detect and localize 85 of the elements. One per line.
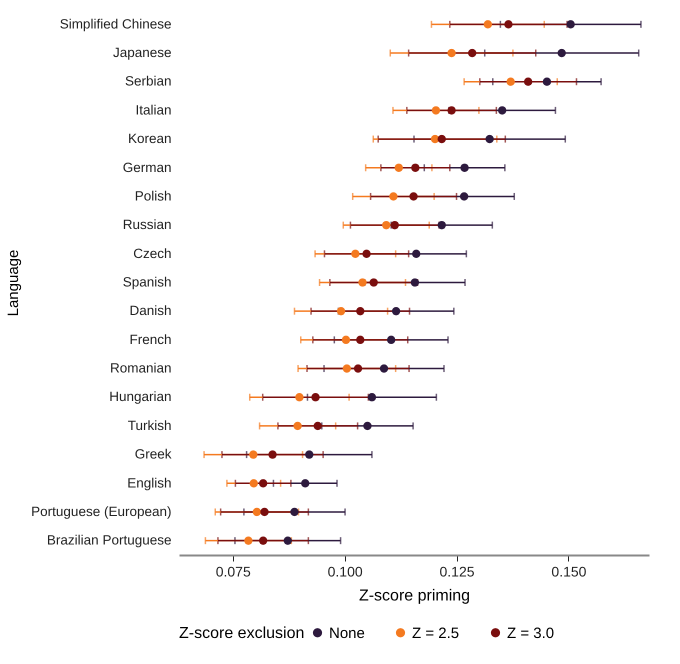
point — [314, 422, 322, 430]
point — [389, 192, 398, 201]
point — [380, 364, 388, 373]
point — [362, 250, 371, 258]
point — [290, 508, 299, 516]
y-tick-label: Italian — [135, 102, 172, 118]
point — [438, 220, 446, 230]
x-axis-title: Z-score priming — [358, 588, 470, 604]
point — [351, 250, 360, 258]
point — [363, 422, 372, 430]
point — [524, 78, 532, 86]
point — [252, 508, 262, 516]
legend-label: Z = 2.5 — [412, 624, 460, 642]
y-tick-label: Japanese — [112, 45, 172, 60]
legend-label: None — [329, 624, 365, 642]
point — [394, 164, 403, 172]
y-tick-label: Serbian — [124, 74, 172, 89]
point — [409, 192, 418, 201]
y-tick-label: Czech — [133, 246, 172, 261]
point — [260, 508, 269, 516]
point — [447, 48, 456, 58]
point — [342, 336, 350, 344]
point — [356, 336, 364, 344]
point — [370, 278, 378, 287]
point — [447, 106, 456, 115]
point — [284, 536, 292, 545]
point — [432, 106, 440, 115]
point — [460, 192, 468, 201]
point — [293, 422, 302, 430]
x-tick-label: 0.125 — [440, 564, 475, 580]
point — [244, 536, 253, 545]
y-tick-label: Portuguese (European) — [31, 504, 172, 519]
point — [311, 393, 320, 402]
point — [295, 393, 304, 402]
point — [504, 20, 513, 29]
y-tick-label: Russian — [122, 217, 172, 232]
point — [558, 48, 566, 58]
y-tick-label: Hungarian — [109, 389, 172, 404]
point — [249, 450, 258, 459]
point — [358, 278, 367, 287]
point — [412, 250, 420, 258]
y-tick-label: French — [129, 332, 172, 347]
y-tick-label: Brazilian Portuguese — [46, 532, 172, 548]
point — [356, 307, 364, 316]
point — [566, 20, 575, 29]
point — [268, 450, 277, 459]
y-tick-label: English — [127, 475, 172, 490]
point — [485, 134, 494, 144]
point — [498, 106, 506, 115]
point — [250, 479, 258, 488]
point — [258, 536, 268, 545]
point — [354, 364, 362, 373]
point — [468, 48, 476, 58]
y-tick-label: German — [122, 160, 172, 175]
y-tick-label: Spanish — [122, 274, 172, 290]
x-tick-label: 0.075 — [216, 564, 251, 580]
point — [438, 134, 446, 144]
point — [258, 479, 268, 488]
point — [484, 20, 492, 29]
x-tick-label: 0.150 — [551, 564, 587, 580]
point — [392, 307, 400, 316]
y-tick-label: Korean — [128, 131, 172, 146]
y-axis-title: Language — [5, 250, 22, 316]
point — [542, 78, 552, 86]
y-tick-label: Simplified Chinese — [60, 16, 172, 32]
point — [410, 278, 420, 287]
point — [382, 220, 390, 230]
point — [411, 164, 420, 172]
legend-label: Z = 3.0 — [507, 624, 554, 642]
y-tick-label: Greek — [134, 446, 172, 462]
point — [305, 450, 314, 459]
x-tick-label: 0.100 — [328, 564, 363, 580]
legend-title: Z-score exclusion — [179, 625, 304, 642]
y-tick-label: Danish — [129, 303, 172, 318]
point — [506, 78, 515, 86]
y-tick-label: Turkish — [128, 418, 172, 433]
y-tick-label: Polish — [134, 188, 172, 204]
point — [336, 307, 346, 316]
point — [386, 336, 396, 344]
point — [342, 364, 352, 373]
y-tick-label: Romanian — [110, 360, 172, 376]
point — [390, 220, 399, 230]
point — [301, 479, 310, 488]
point — [460, 164, 469, 172]
point — [368, 393, 376, 402]
